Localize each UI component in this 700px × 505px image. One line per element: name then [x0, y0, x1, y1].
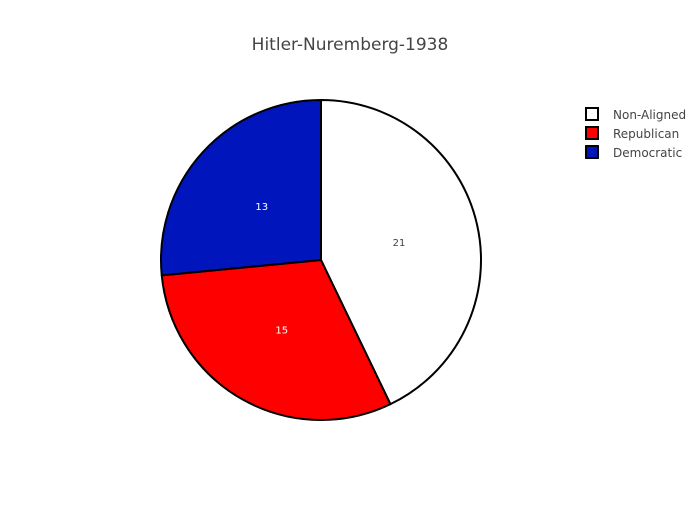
slice-value-label: 13	[255, 202, 268, 213]
pie-slice-democratic[interactable]	[160, 99, 322, 277]
pie-slice-republican[interactable]	[160, 259, 392, 421]
pie-slices	[160, 99, 482, 421]
legend-item-non-aligned[interactable]: Non-Aligned	[585, 107, 686, 122]
slice-labels: 21 15 13	[255, 202, 405, 336]
legend-swatch	[585, 126, 599, 140]
legend-label: Republican	[613, 127, 679, 141]
legend-label: Democratic	[613, 146, 682, 160]
legend-swatch	[585, 145, 599, 159]
pie-slice-non-aligned[interactable]	[320, 99, 482, 406]
legend: Non-Aligned Republican Democratic	[585, 107, 686, 160]
legend-swatch	[585, 107, 599, 121]
chart-title: Hitler-Nuremberg-1938	[252, 35, 449, 55]
legend-label: Non-Aligned	[613, 108, 686, 122]
slice-value-label: 21	[393, 238, 406, 249]
slice-value-label: 15	[275, 326, 288, 337]
legend-item-republican[interactable]: Republican	[585, 126, 679, 141]
legend-item-democratic[interactable]: Democratic	[585, 145, 682, 160]
